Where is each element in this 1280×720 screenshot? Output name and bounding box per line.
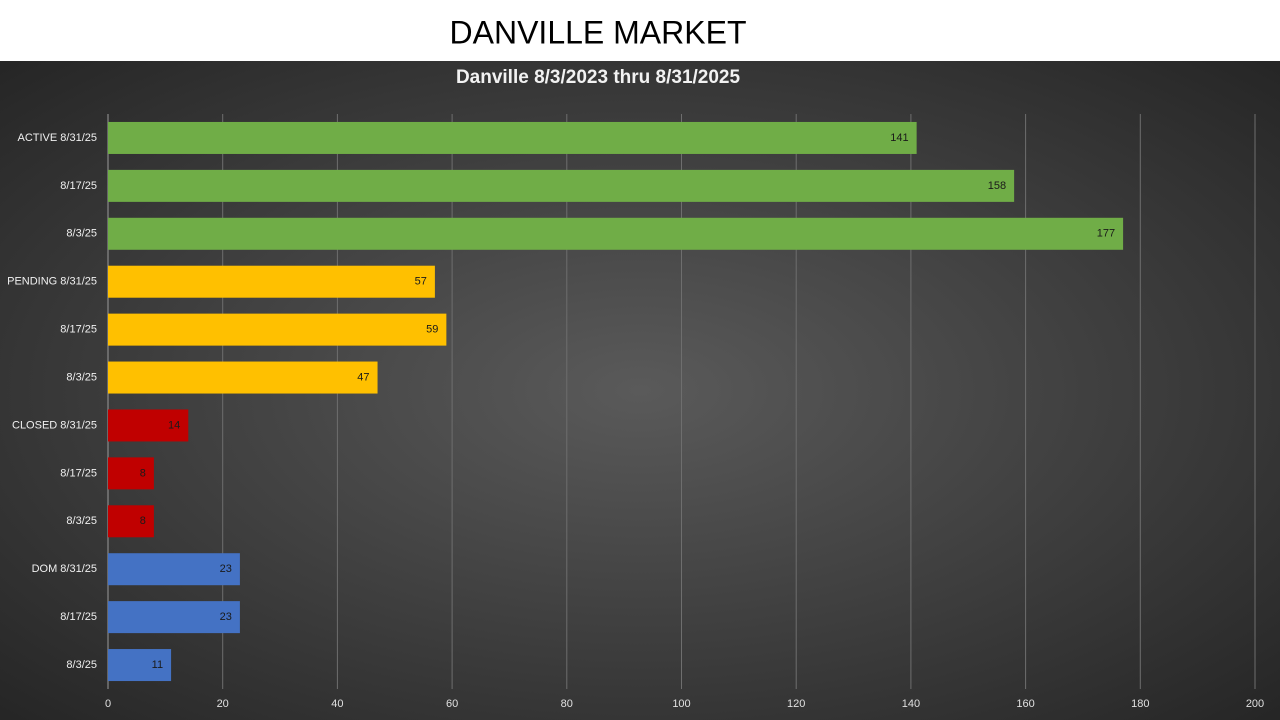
bar [108, 265, 435, 298]
y-tick-label: 8/3/25 [66, 371, 97, 383]
bar [108, 505, 154, 538]
value-label: 177 [1097, 228, 1115, 240]
y-tick-label: 8/3/25 [66, 515, 97, 527]
value-label: 57 [415, 276, 427, 288]
y-tick-label: 8/17/25 [60, 180, 97, 192]
y-tick-label: PENDING 8/31/25 [7, 276, 97, 288]
value-label: 23 [220, 563, 232, 575]
chart-title: Danville 8/3/2023 thru 8/31/2025 [456, 67, 741, 88]
x-tick-label: 60 [446, 698, 458, 710]
x-tick-label: 200 [1246, 698, 1264, 710]
bar [108, 169, 1015, 202]
value-label: 158 [988, 180, 1006, 192]
value-label: 23 [220, 611, 232, 623]
bar [108, 313, 447, 346]
x-tick-label: 160 [1016, 698, 1034, 710]
bar [108, 361, 378, 394]
value-label: 8 [140, 515, 146, 527]
header-bg [0, 0, 1280, 61]
x-tick-label: 180 [1131, 698, 1149, 710]
x-tick-label: 100 [672, 698, 690, 710]
bar [108, 457, 154, 490]
y-tick-label: 8/17/25 [60, 324, 97, 336]
x-tick-label: 20 [217, 698, 229, 710]
x-tick-label: 120 [787, 698, 805, 710]
page-title: DANVILLE MARKET [450, 14, 747, 50]
y-tick-label: 8/17/25 [60, 611, 97, 623]
value-label: 59 [426, 324, 438, 336]
bar [108, 601, 240, 634]
y-tick-label: CLOSED 8/31/25 [12, 419, 97, 431]
x-tick-label: 140 [902, 698, 920, 710]
bar [108, 217, 1124, 250]
y-tick-label: 8/17/25 [60, 467, 97, 479]
y-tick-label: 8/3/25 [66, 659, 97, 671]
bar [108, 121, 917, 154]
value-label: 141 [890, 132, 908, 144]
value-label: 14 [168, 419, 180, 431]
y-tick-label: ACTIVE 8/31/25 [18, 132, 98, 144]
value-label: 11 [152, 659, 163, 671]
bar [108, 409, 189, 442]
value-label: 47 [357, 371, 369, 383]
y-tick-label: 8/3/25 [66, 228, 97, 240]
x-tick-label: 80 [561, 698, 573, 710]
value-label: 8 [140, 467, 146, 479]
bar [108, 553, 240, 586]
bar [108, 649, 172, 682]
x-tick-label: 0 [105, 698, 111, 710]
x-tick-label: 40 [331, 698, 343, 710]
y-tick-label: DOM 8/31/25 [32, 563, 97, 575]
